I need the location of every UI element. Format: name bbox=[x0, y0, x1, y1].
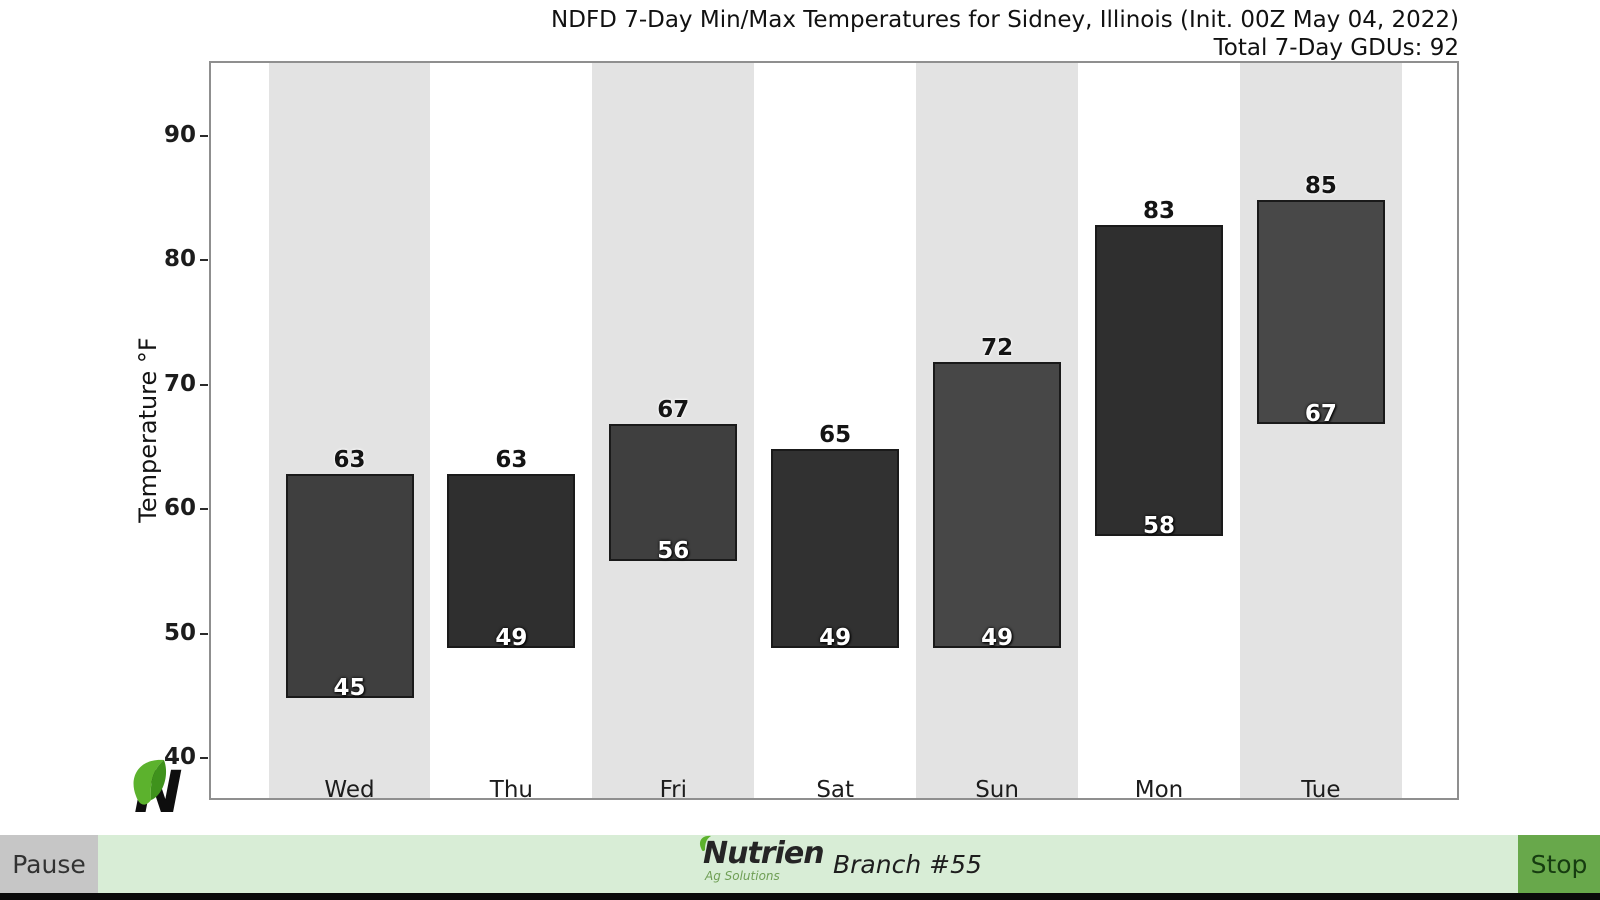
min-label-Sun: 49 bbox=[981, 625, 1014, 652]
x-tick-label-Wed: Wed bbox=[324, 777, 375, 803]
x-tick-label-Fri: Fri bbox=[659, 777, 687, 803]
nutrien-n-icon: N bbox=[133, 758, 183, 826]
temp-range-bar-Wed bbox=[285, 473, 414, 698]
temp-range-bar-Sun bbox=[933, 361, 1062, 649]
brand-tagline: Ag Solutions bbox=[705, 869, 780, 883]
branch-label: Branch #55 bbox=[833, 849, 982, 879]
max-label-Fri: 67 bbox=[657, 397, 690, 424]
min-label-Fri: 56 bbox=[657, 537, 690, 564]
day-band-Tue bbox=[1239, 63, 1402, 798]
plot-area: 63 45 Wed 63 49 Thu 67 56 Fri 65 49 Sat 72 49 Sun 83 58 M… bbox=[209, 61, 1459, 803]
max-label-Mon: 83 bbox=[1142, 198, 1175, 225]
chart-title-line1: NDFD 7-Day Min/Max Temperatures for Sidn… bbox=[551, 7, 1459, 33]
max-label-Thu: 63 bbox=[495, 446, 528, 473]
temp-range-bar-Mon bbox=[1095, 225, 1223, 537]
temp-range-bar-Sat bbox=[771, 449, 900, 649]
min-label-Thu: 49 bbox=[495, 625, 528, 652]
y-tick-label-90: 90 bbox=[163, 122, 196, 148]
y-tick-label-60: 60 bbox=[163, 495, 196, 522]
chart-title: NDFD 7-Day Min/Max Temperatures for Sidn… bbox=[551, 6, 1459, 62]
y-tick-label-40: 40 bbox=[163, 744, 196, 770]
nutrien-brand-logo: Nutrien Ag Solutions bbox=[697, 835, 827, 890]
temp-range-bar-Thu bbox=[447, 473, 576, 649]
max-label-Wed: 63 bbox=[333, 446, 366, 473]
max-label-Sun: 72 bbox=[981, 334, 1014, 361]
y-tick-mark-60 bbox=[200, 508, 208, 511]
y-tick-mark-80 bbox=[200, 259, 208, 262]
nutrien-leaf-icon bbox=[700, 835, 711, 852]
x-tick-label-Tue: Tue bbox=[1301, 777, 1341, 803]
max-label-Sat: 65 bbox=[819, 422, 852, 448]
x-tick-label-Mon: Mon bbox=[1134, 777, 1184, 803]
min-label-Tue: 67 bbox=[1304, 401, 1337, 428]
y-tick-label-70: 70 bbox=[163, 370, 196, 397]
y-tick-label-50: 50 bbox=[163, 619, 196, 646]
y-tick-mark-50 bbox=[200, 632, 208, 635]
y-tick-mark-40 bbox=[200, 757, 208, 759]
pause-button[interactable]: Pause bbox=[0, 835, 98, 893]
min-label-Sat: 49 bbox=[819, 625, 852, 652]
bottom-strip bbox=[0, 893, 1600, 900]
temp-range-bar-Tue bbox=[1256, 200, 1385, 425]
min-label-Wed: 45 bbox=[333, 674, 366, 701]
x-tick-label-Thu: Thu bbox=[489, 777, 533, 803]
min-label-Mon: 58 bbox=[1142, 513, 1175, 540]
temp-range-bar-Fri bbox=[609, 424, 738, 561]
y-tick-mark-70 bbox=[200, 383, 208, 386]
nutrien-n-logo: N bbox=[124, 748, 186, 826]
y-tick-label-80: 80 bbox=[163, 246, 196, 273]
x-tick-label-Sun: Sun bbox=[975, 777, 1019, 803]
max-label-Tue: 85 bbox=[1304, 173, 1337, 200]
footer-bar: Pause Nutrien Ag Solutions Branch #55 St… bbox=[0, 835, 1600, 893]
stop-button[interactable]: Stop bbox=[1518, 835, 1600, 893]
y-tick-mark-90 bbox=[200, 135, 208, 137]
x-tick-label-Sat: Sat bbox=[816, 777, 855, 803]
brand-name: Nutrien bbox=[703, 836, 825, 871]
chart-title-line2: Total 7-Day GDUs: 92 bbox=[1213, 35, 1459, 61]
